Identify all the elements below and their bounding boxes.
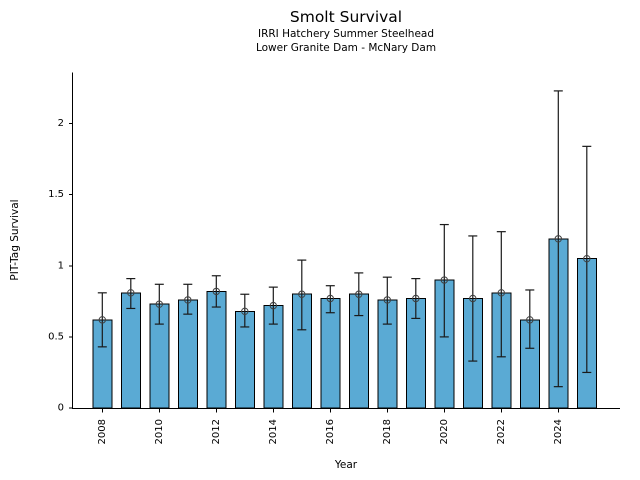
x-tick-label: 2016 xyxy=(325,419,336,444)
y-tick-label: 2 xyxy=(58,118,64,129)
point-marker-2012 xyxy=(212,287,221,296)
x-tick-label: 2010 xyxy=(154,419,165,444)
y-tick-label: 1 xyxy=(58,260,64,271)
y-tick-label: 0 xyxy=(58,403,64,414)
x-tick-label: 2024 xyxy=(553,419,564,444)
x-tick-label: 2014 xyxy=(268,419,279,444)
point-marker-2023 xyxy=(526,316,534,324)
point-marker-2016 xyxy=(326,294,334,303)
chart-subtitle-line1: IRRI Hatchery Summer Steelhead xyxy=(257,28,435,40)
point-marker-2018 xyxy=(383,296,391,304)
bar-2016 xyxy=(320,298,341,409)
chart-title: Smolt Survival xyxy=(289,8,403,26)
x-tick-label: 2020 xyxy=(439,419,450,444)
bar-2012 xyxy=(206,290,227,409)
y-tick-label: 1.5 xyxy=(48,189,64,200)
point-marker-2020 xyxy=(440,276,448,284)
point-marker-2015 xyxy=(298,290,306,298)
x-tick-label: 2012 xyxy=(211,419,222,444)
chart-subtitle-line2: Lower Granite Dam - McNary Dam xyxy=(255,42,437,54)
x-tick-label: 2008 xyxy=(97,419,108,444)
point-marker-2017 xyxy=(355,290,363,298)
point-marker-2008 xyxy=(98,316,107,324)
x-axis-label: Year xyxy=(334,459,358,471)
x-tick-label: 2018 xyxy=(382,419,393,444)
point-marker-2011 xyxy=(184,296,192,304)
x-tick-label: 2022 xyxy=(496,419,507,444)
bar-2009 xyxy=(120,292,141,409)
point-marker-2014 xyxy=(269,301,277,310)
point-marker-2019 xyxy=(412,294,420,303)
bar-2011 xyxy=(177,299,198,409)
y-tick-label: 0.5 xyxy=(48,331,64,342)
point-marker-2021 xyxy=(469,294,477,303)
point-marker-2009 xyxy=(127,289,135,297)
point-marker-2022 xyxy=(497,289,505,297)
point-marker-2013 xyxy=(241,307,249,316)
point-marker-2010 xyxy=(155,300,164,308)
y-axis-label: PIT-Tag Survival xyxy=(9,199,21,281)
point-marker-2025 xyxy=(583,254,591,263)
point-marker-2024 xyxy=(554,235,562,243)
